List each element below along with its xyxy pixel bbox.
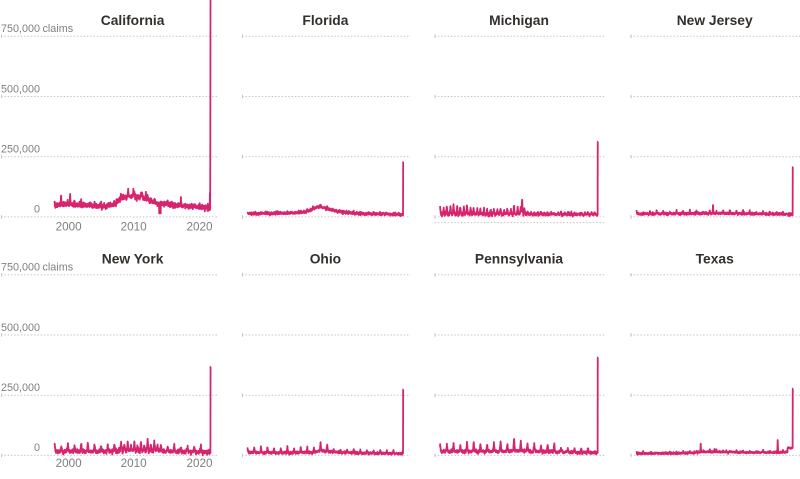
- svg-text:0: 0: [34, 204, 40, 216]
- svg-text:250,000: 250,000: [1, 144, 40, 156]
- svg-text:New Jersey: New Jersey: [677, 13, 753, 28]
- svg-text:Texas: Texas: [696, 251, 734, 266]
- svg-text:claims: claims: [43, 23, 74, 35]
- svg-text:500,000: 500,000: [1, 83, 40, 95]
- svg-text:750,000: 750,000: [1, 262, 40, 274]
- svg-text:2000: 2000: [56, 457, 83, 470]
- svg-text:California: California: [101, 13, 165, 28]
- svg-text:2010: 2010: [121, 457, 148, 470]
- svg-text:Ohio: Ohio: [310, 251, 341, 266]
- svg-text:Michigan: Michigan: [489, 13, 549, 28]
- svg-text:New York: New York: [102, 251, 164, 266]
- svg-text:0: 0: [34, 442, 40, 454]
- svg-text:2020: 2020: [186, 221, 213, 234]
- svg-text:Pennsylvania: Pennsylvania: [475, 251, 564, 266]
- svg-text:Florida: Florida: [302, 13, 348, 28]
- svg-text:500,000: 500,000: [1, 322, 40, 334]
- svg-text:2000: 2000: [56, 221, 83, 234]
- svg-text:750,000: 750,000: [1, 23, 40, 35]
- svg-text:2010: 2010: [121, 221, 148, 234]
- svg-text:claims: claims: [43, 262, 74, 274]
- svg-text:250,000: 250,000: [1, 382, 40, 394]
- svg-text:2020: 2020: [186, 457, 213, 470]
